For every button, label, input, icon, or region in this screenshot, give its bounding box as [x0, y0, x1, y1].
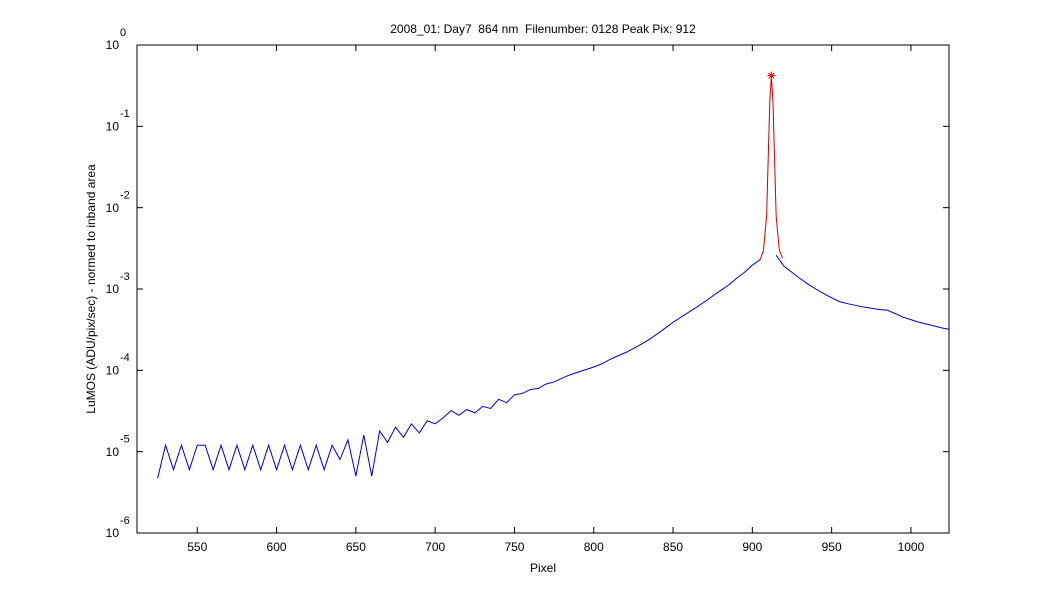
y-tick-exponent: -3: [120, 271, 130, 283]
y-tick-label: 10: [106, 120, 120, 134]
x-tick-label: 800: [584, 540, 604, 554]
y-tick-exponent: -2: [120, 190, 130, 202]
y-tick-label: 10: [106, 282, 120, 296]
x-tick-label: 700: [425, 540, 445, 554]
y-tick-exponent: -6: [120, 515, 130, 527]
peak-marker: [767, 71, 776, 80]
y-tick-exponent: -1: [120, 108, 130, 120]
y-tick-label: 10: [106, 38, 120, 52]
y-tick-label: 10: [106, 201, 120, 215]
x-tick-label: 1000: [898, 540, 925, 554]
chart-title: 2008_01: Day7 864 nm Filenumber: 0128 Pe…: [390, 22, 696, 36]
x-tick-label: 850: [663, 540, 683, 554]
y-tick-exponent: 0: [120, 27, 126, 39]
y-tick-exponent: -5: [120, 434, 130, 446]
y-axis-label: LuMOS (ADU/pix/sec) - normed to inband a…: [84, 164, 98, 414]
x-tick-label: 600: [267, 540, 287, 554]
y-tick-exponent: -4: [120, 352, 130, 364]
x-tick-label: 950: [822, 540, 842, 554]
x-tick-label: 650: [346, 540, 366, 554]
x-tick-label: 750: [504, 540, 524, 554]
x-axis-label: Pixel: [530, 561, 556, 575]
x-tick-label: 900: [742, 540, 762, 554]
y-tick-label: 10: [106, 526, 120, 540]
y-tick-label: 10: [106, 364, 120, 378]
x-tick-label: 550: [187, 540, 207, 554]
data-line: [157, 254, 950, 479]
y-tick-label: 10: [106, 445, 120, 459]
